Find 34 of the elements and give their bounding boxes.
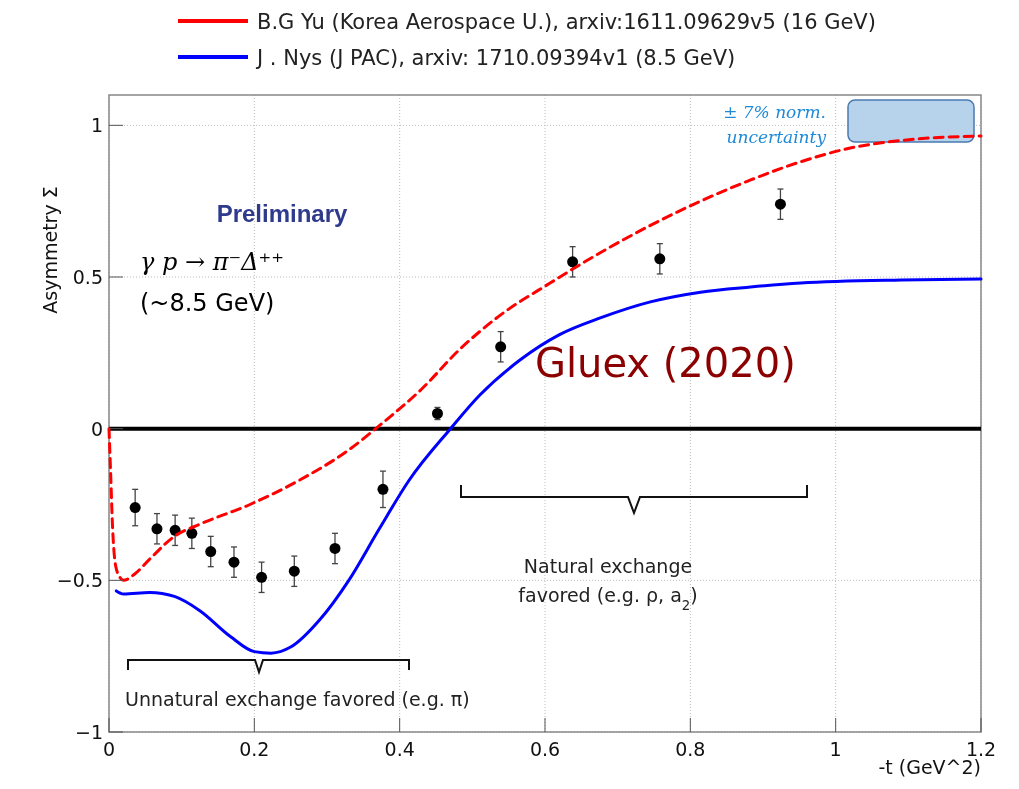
point — [329, 542, 341, 554]
x-tick-label: 1 — [829, 738, 842, 760]
annotation: γ p → π⁻Δ⁺⁺ — [140, 248, 284, 276]
point — [774, 198, 786, 210]
point — [151, 523, 163, 535]
point — [228, 556, 240, 568]
annotation: (~8.5 GeV) — [140, 289, 275, 317]
x-tick-label: 0.6 — [529, 738, 561, 760]
legend-label: B.G Yu (Korea Aerospace U.), arxiv:1611.09629v5 (16 GeV) — [257, 10, 876, 34]
annotation: Unnatural exchange favored (e.g. π) — [125, 688, 470, 710]
point — [377, 483, 389, 495]
annotation: Gluex (2020) — [535, 340, 796, 386]
x-tick-label: 0.2 — [239, 738, 270, 760]
x-tick-label: 0.4 — [384, 738, 415, 760]
annotation: Natural exchange favored (e.g. ρ, a$_{2}$) — [518, 555, 698, 613]
y-axis-title: Asymmetry Σ — [39, 186, 61, 314]
annotation: Preliminary — [216, 200, 349, 227]
x-tick-label: 0.8 — [675, 738, 706, 760]
point — [567, 256, 579, 268]
y-tick-label: −1 — [74, 721, 103, 743]
y-tick-label: 0 — [90, 417, 103, 440]
y-tick-label: −0.5 — [56, 569, 103, 592]
y-tick-label: 0.5 — [72, 266, 103, 288]
y-tick-label: 1 — [90, 114, 103, 137]
line-series — [114, 277, 983, 655]
point — [654, 253, 666, 265]
point — [205, 546, 217, 558]
point — [495, 341, 507, 353]
point — [129, 502, 141, 514]
point — [186, 527, 198, 539]
point — [288, 565, 300, 577]
point — [256, 571, 268, 583]
legend-label: J . Nys (J PAC), arxiv: 1710.09394v1 (8.5 GeV) — [255, 46, 736, 70]
annotation: ± 7% norm. uncertainty — [723, 102, 827, 147]
